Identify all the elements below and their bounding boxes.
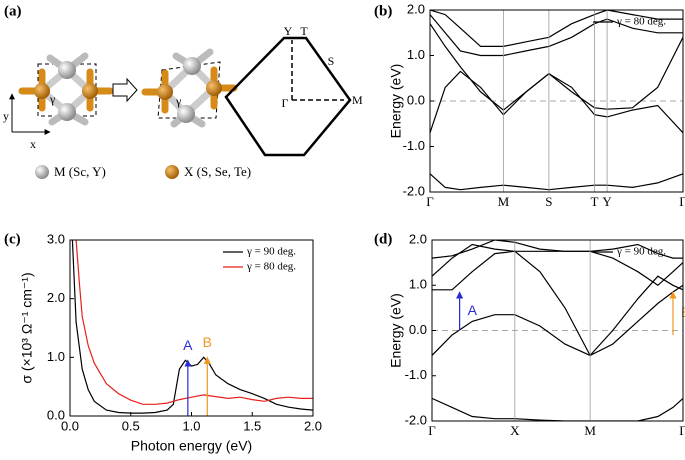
series-line bbox=[430, 173, 683, 191]
angle-label: γ bbox=[49, 92, 56, 106]
k-point-label: Γ bbox=[282, 96, 289, 110]
x-tick-label: X bbox=[510, 423, 520, 438]
legend-marker bbox=[35, 165, 49, 179]
x-tick-label: Γ bbox=[679, 194, 685, 209]
annotation-label: A bbox=[183, 337, 193, 353]
panel-label: (c) bbox=[4, 231, 21, 247]
y-tick-label: 0.0 bbox=[47, 407, 65, 422]
annotation-label: B bbox=[203, 334, 212, 350]
series-line bbox=[432, 397, 683, 421]
y-axis-label: Energy (eV) bbox=[388, 64, 404, 139]
x-tick-label: Γ bbox=[679, 423, 685, 438]
y-tick-label: -2.0 bbox=[403, 183, 425, 198]
panel-label: (d) bbox=[374, 231, 392, 247]
y-axis-label: σ (×10³ Ω⁻¹ cm⁻¹) bbox=[19, 272, 35, 383]
molecule bbox=[18, 52, 114, 126]
y-tick-label: -1.0 bbox=[403, 138, 425, 153]
plot-frame bbox=[69, 239, 314, 417]
k-point-label: S bbox=[328, 54, 335, 68]
x-tick-label: 0.0 bbox=[61, 418, 79, 433]
plot-frame bbox=[429, 9, 684, 193]
legend-label: X (S, Se, Te) bbox=[184, 164, 251, 179]
x-tick-label: S bbox=[545, 194, 552, 209]
x-tick-label: M bbox=[584, 423, 596, 438]
x-tick-label: 1.5 bbox=[243, 418, 261, 433]
y-tick-label: 1.0 bbox=[47, 349, 65, 364]
y-tick-label: 2.0 bbox=[47, 290, 65, 305]
brillouin-zone bbox=[224, 36, 352, 157]
transform-arrow bbox=[112, 77, 138, 103]
y-tick-label: 2.0 bbox=[407, 1, 425, 16]
x-tick-label: 2.0 bbox=[304, 418, 322, 433]
y-axis-label: Energy (eV) bbox=[388, 293, 404, 368]
y-tick-label: 3.0 bbox=[47, 231, 65, 246]
x-tick-label: M bbox=[498, 194, 510, 209]
angle-label: γ bbox=[175, 94, 182, 108]
legend-label: M (Sc, Y) bbox=[54, 164, 106, 179]
x-tick-label: Y bbox=[602, 194, 612, 209]
panel-label: (a) bbox=[4, 3, 22, 19]
y-tick-label: 1.0 bbox=[409, 277, 427, 292]
annotation-label: A bbox=[468, 302, 478, 318]
x-axis-label: Photon energy (eV) bbox=[131, 438, 252, 454]
k-point-label: Y bbox=[284, 24, 293, 38]
x-tick-label: Γ bbox=[428, 423, 436, 438]
legend-label: γ = 80 deg. bbox=[246, 261, 296, 273]
y-tick-label: 0.0 bbox=[407, 92, 425, 107]
series-line bbox=[432, 240, 683, 259]
y-tick-label: 0.0 bbox=[409, 322, 427, 337]
k-point-label: M bbox=[352, 93, 363, 107]
y-tick-label: 1.0 bbox=[407, 47, 425, 62]
panel-label: (b) bbox=[374, 3, 392, 19]
axis-label: x bbox=[30, 137, 36, 151]
legend-label: γ = 90 deg. bbox=[246, 246, 296, 258]
x-tick-label: T bbox=[590, 194, 598, 209]
plot bbox=[432, 240, 683, 421]
legend-label: γ = 90 deg. bbox=[616, 246, 666, 258]
series-line bbox=[430, 70, 683, 134]
y-tick-label: -1.0 bbox=[405, 367, 427, 382]
y-tick-label: -2.0 bbox=[405, 412, 427, 427]
k-point-label: T bbox=[300, 24, 308, 38]
molecule bbox=[141, 48, 238, 128]
series-line bbox=[432, 284, 683, 357]
x-tick-label: 0.5 bbox=[122, 418, 140, 433]
series-line bbox=[75, 240, 313, 405]
panel-a: (a) y x γ bbox=[3, 3, 363, 179]
plot bbox=[430, 10, 683, 191]
legend-label: γ = 80 deg. bbox=[616, 16, 666, 28]
axis-label: y bbox=[3, 109, 9, 123]
x-tick-label: 1.0 bbox=[182, 418, 200, 433]
series-line bbox=[432, 250, 683, 357]
series-line bbox=[430, 23, 683, 111]
plot-frame bbox=[431, 239, 684, 422]
legend-marker bbox=[165, 165, 179, 179]
y-tick-label: 2.0 bbox=[409, 231, 427, 246]
x-tick-label: Γ bbox=[426, 194, 434, 209]
